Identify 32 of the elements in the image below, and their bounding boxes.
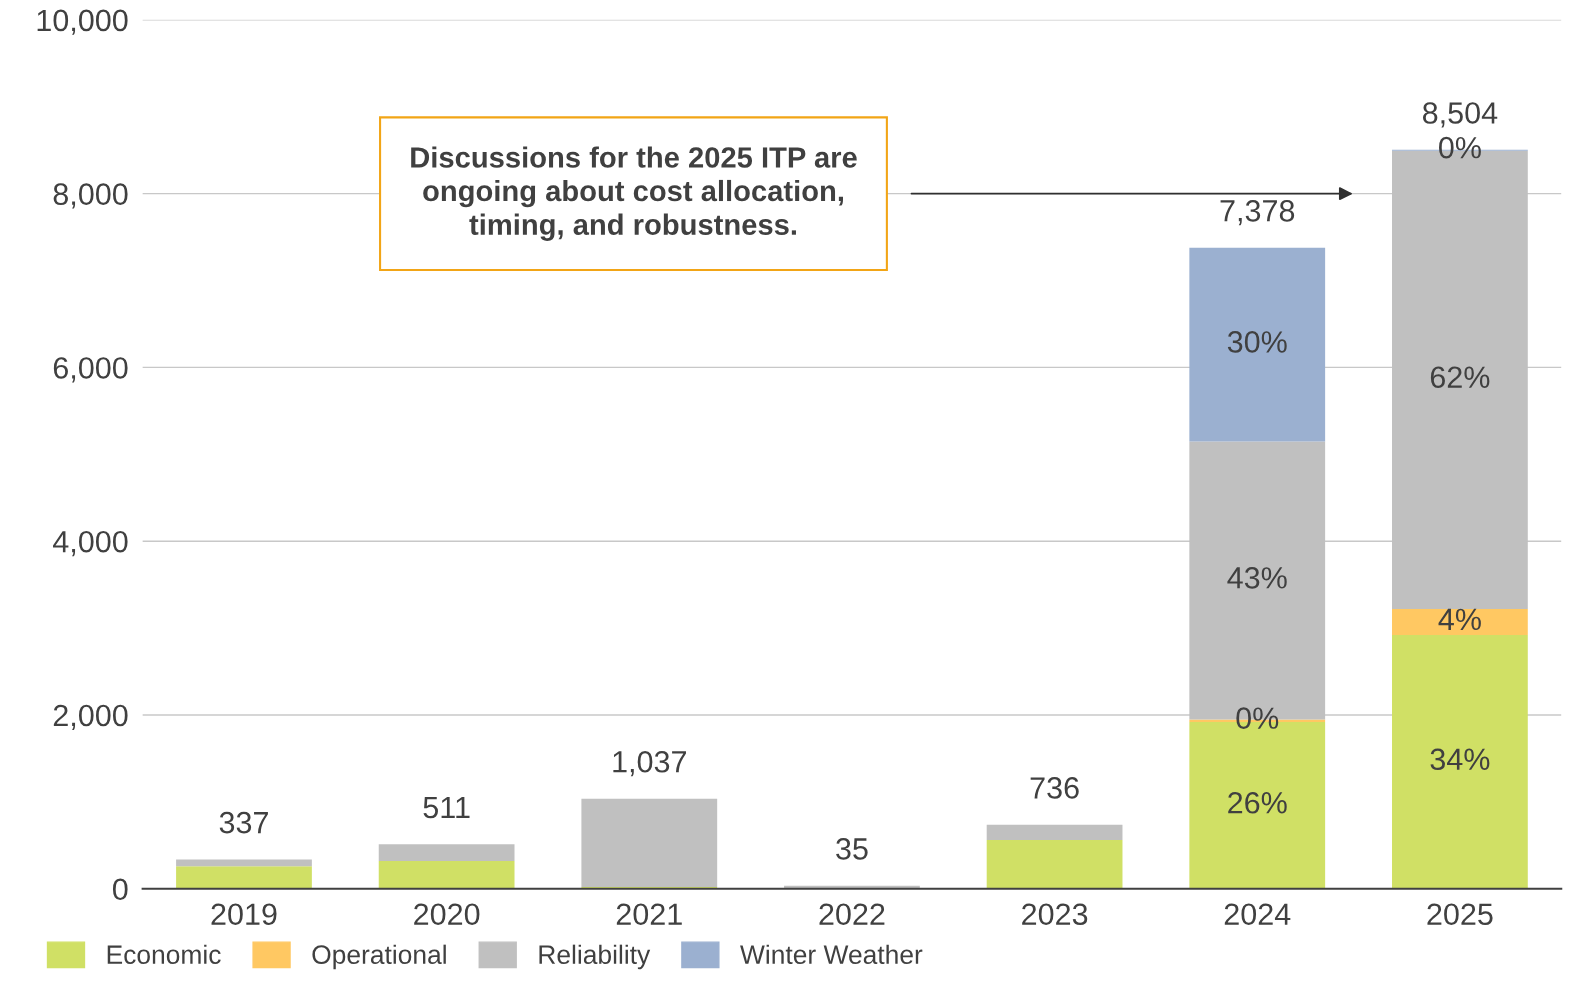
total-label: 7,378	[1220, 200, 1295, 226]
annotation: 0%	[1439, 136, 1481, 159]
legend-label: Winter Weather	[740, 944, 923, 965]
total-label: 35	[836, 838, 868, 860]
annotation: 43%	[1227, 567, 1287, 589]
x-tick-label: 2019	[211, 903, 277, 926]
x-tick-label: 2025	[1427, 903, 1493, 926]
annotation: 34%	[1430, 748, 1490, 771]
annotation: 4%	[1438, 608, 1481, 631]
total-label: 8,504	[1423, 102, 1498, 128]
legend-label: Operational	[312, 944, 446, 970]
x-tick-label: 2023	[1022, 903, 1088, 926]
total-label: 736	[1030, 777, 1079, 799]
total-label: 337	[219, 811, 268, 834]
annotation: Discussions for the 2025 ITP are ongoing about cost allocation, timing, and robustness.	[411, 146, 857, 241]
total-label: 1,037	[613, 750, 686, 777]
total-label: 511	[423, 796, 470, 819]
y-tick-label: 2,000	[53, 704, 128, 730]
legend-label: Economic	[107, 944, 221, 965]
legend-label: Reliability	[539, 944, 651, 970]
x-tick-label: 2020	[414, 903, 480, 926]
annotation: 26%	[1228, 791, 1287, 814]
x-tick-label: 2021	[616, 903, 682, 926]
y-tick-label: 6,000	[53, 357, 128, 383]
y-tick-label: 8,000	[53, 183, 128, 209]
y-tick-label: 0	[112, 878, 128, 901]
x-tick-label: 2024	[1224, 903, 1291, 926]
annotation: 62%	[1430, 366, 1490, 389]
annotation: 30%	[1227, 331, 1287, 353]
x-tick-label: 2022	[819, 903, 885, 926]
y-tick-label: 10,000	[37, 9, 128, 35]
y-tick-label: 4,000	[53, 530, 128, 557]
